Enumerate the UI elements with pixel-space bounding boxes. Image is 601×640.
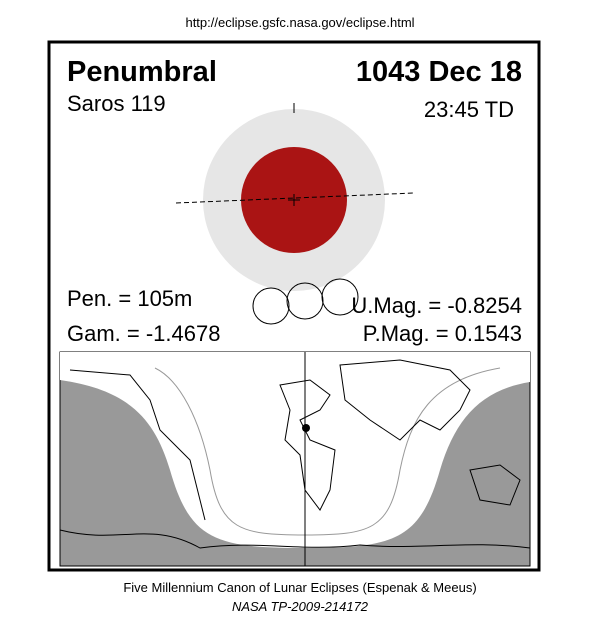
coast (469, 464, 521, 506)
eclipse-type: Penumbral (67, 56, 217, 88)
pen-duration: Pen. = 105m (67, 286, 192, 311)
footer-credit: Five Millennium Canon of Lunar Eclipses … (123, 580, 476, 595)
eclipse-date: 1043 Dec 18 (356, 56, 522, 88)
moon (321, 278, 359, 316)
world-map (59, 351, 531, 567)
penumbral-magnitude: P.Mag. = 0.1543 (363, 321, 522, 346)
umbral-magnitude: U.Mag. = -0.8254 (351, 293, 522, 318)
gamma: Gam. = -1.4678 (67, 321, 220, 346)
source-url: http://eclipse.gsfc.nasa.gov/eclipse.htm… (185, 15, 414, 30)
coast (59, 529, 531, 549)
moon (286, 282, 324, 320)
coast (339, 359, 471, 441)
coast (69, 369, 206, 521)
time: 23:45 TD (424, 97, 514, 122)
coast (279, 379, 336, 511)
saros: Saros 119 (67, 91, 166, 116)
footer-reference: NASA TP-2009-214172 (232, 599, 369, 614)
moon (252, 287, 290, 325)
sub-lunar-point (302, 424, 310, 432)
